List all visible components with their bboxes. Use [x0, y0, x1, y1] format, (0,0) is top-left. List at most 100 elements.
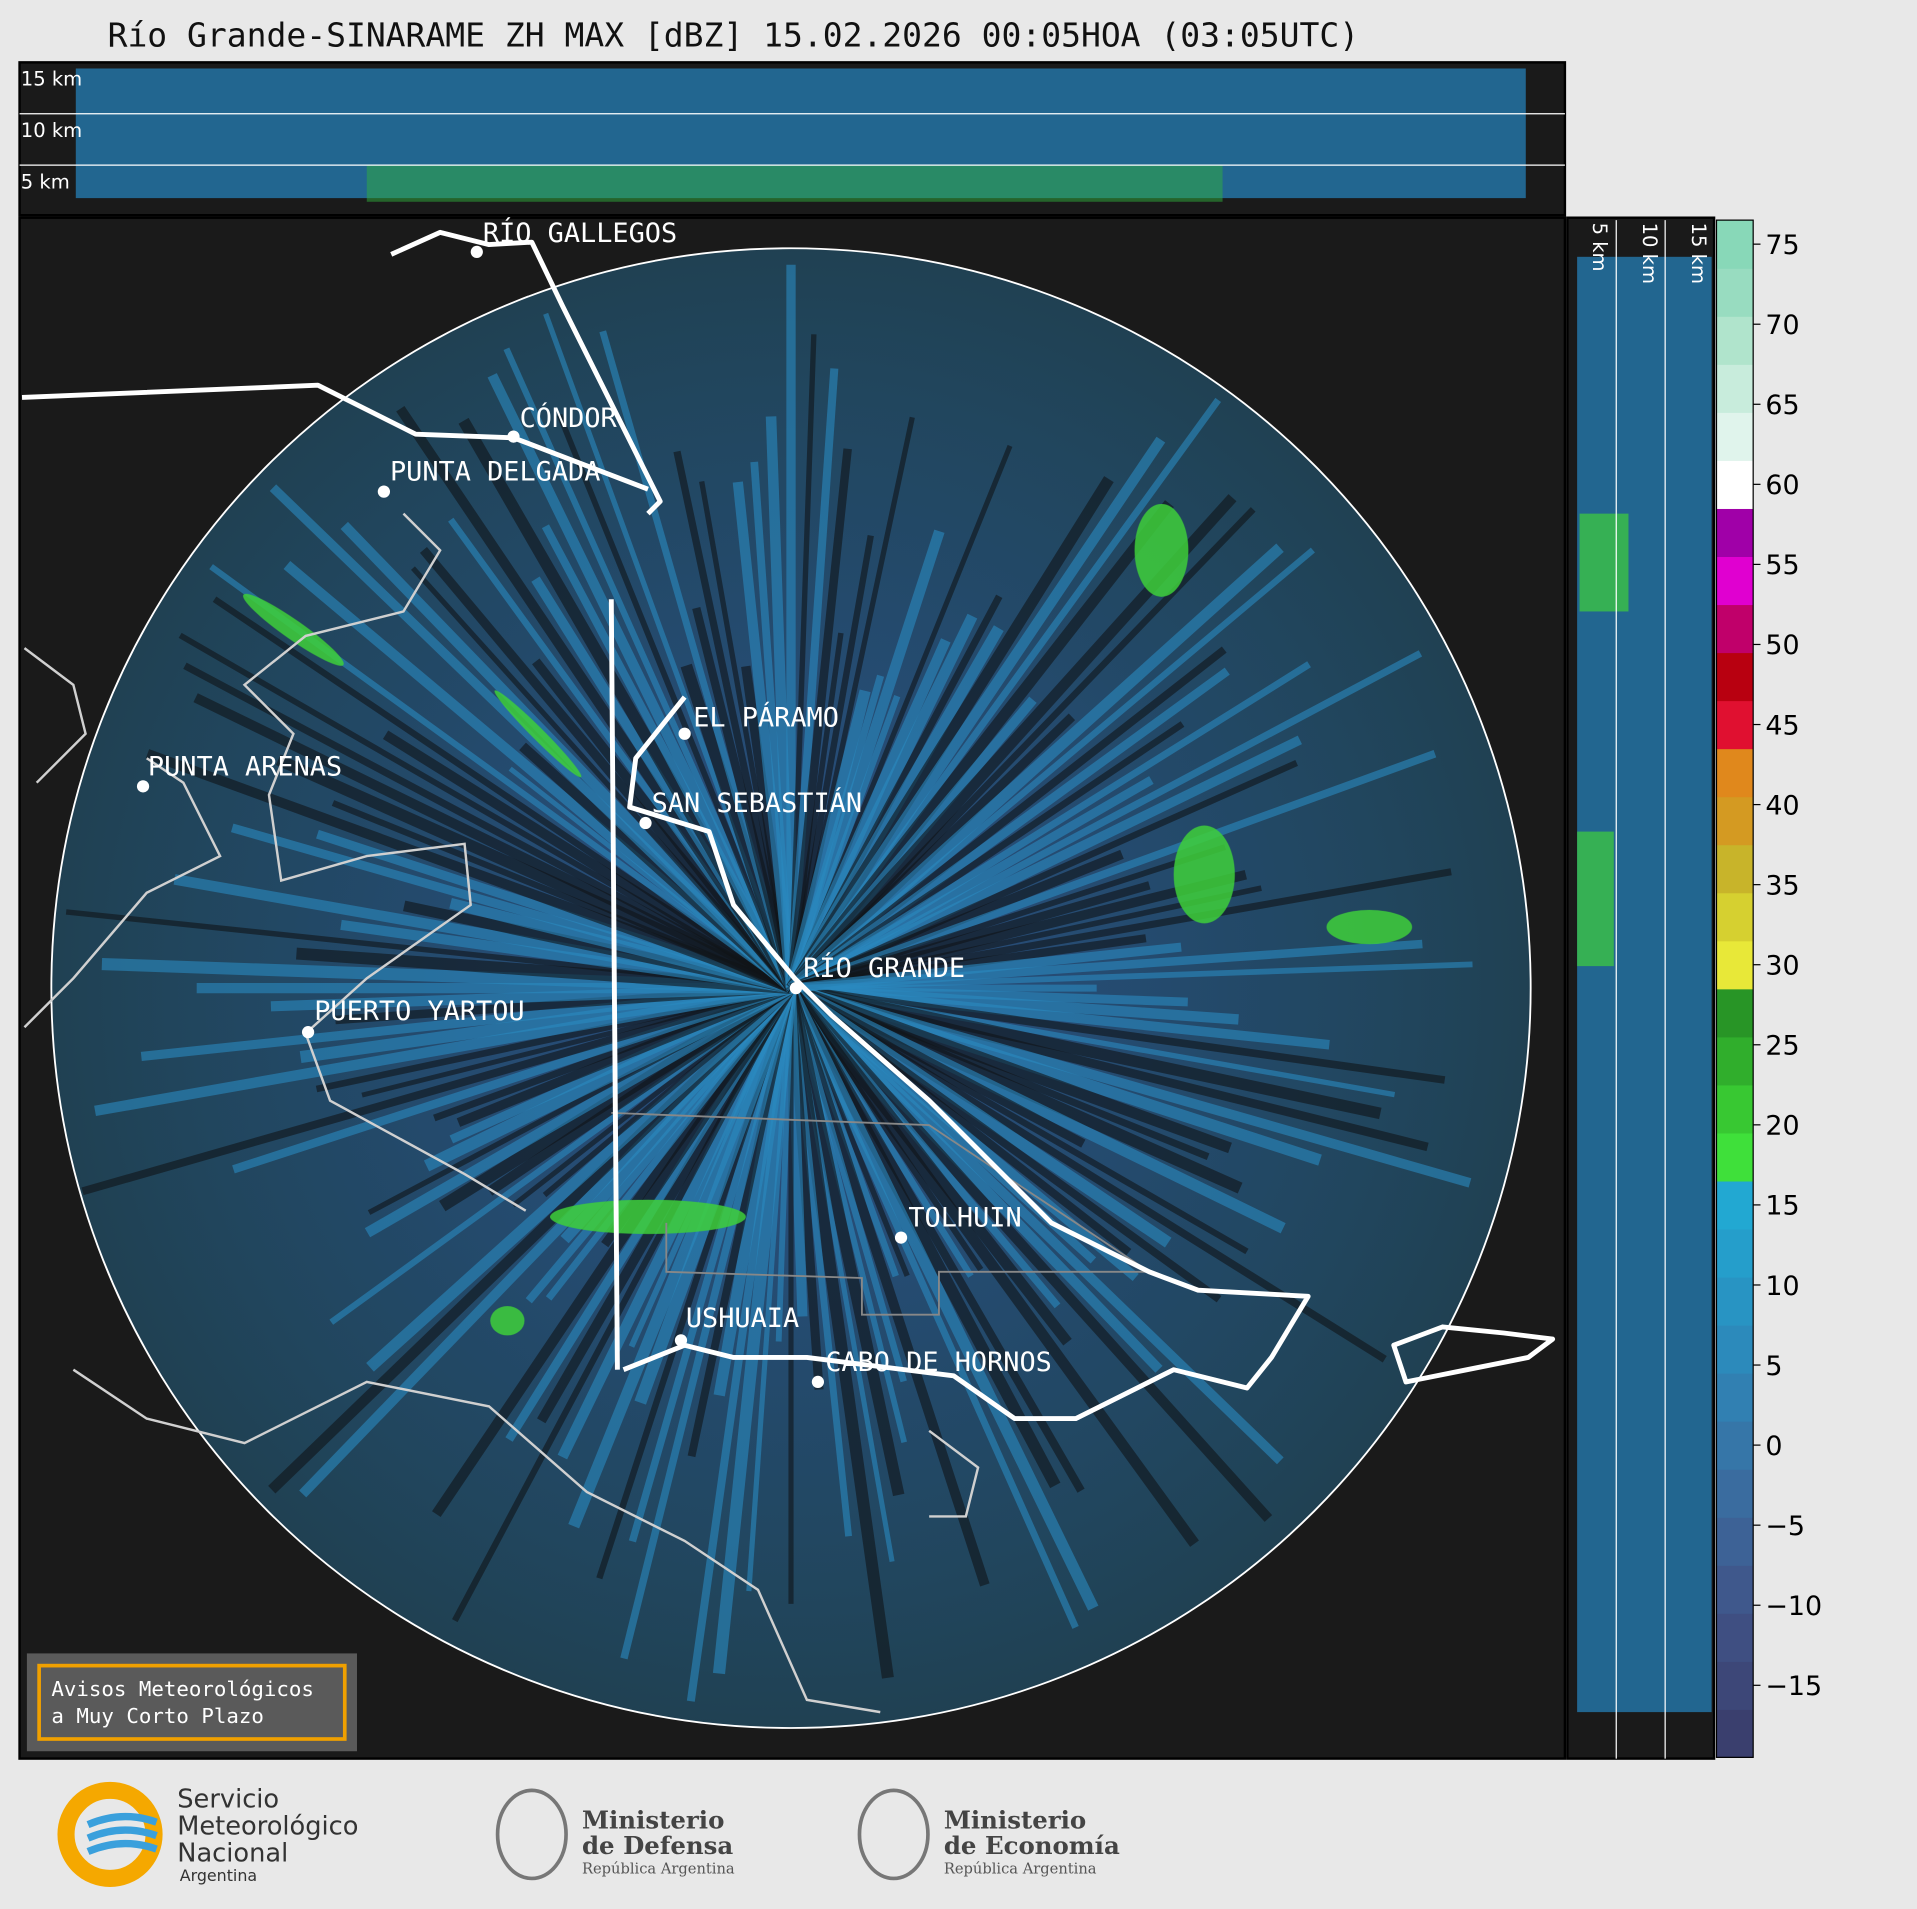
colorbar-band [1716, 412, 1754, 461]
echo-ray [785, 985, 1099, 1611]
echo-ray [788, 547, 1315, 991]
colorbar-band [1716, 988, 1754, 1038]
colorbar-band [1716, 1565, 1754, 1614]
colorbar-band [1716, 844, 1754, 894]
colorbar-band [1716, 1709, 1754, 1758]
place-label: PUERTO YARTOU [314, 996, 524, 1027]
colorbar-tick-label: −15 [1765, 1671, 1822, 1702]
place-label: RÍO GRANDE [803, 952, 965, 984]
colorbar-tick-label: 45 [1765, 710, 1799, 741]
colorbar-band [1716, 748, 1754, 798]
echo-ray [788, 735, 1302, 993]
echo-ray [212, 596, 793, 991]
colorbar-band [1716, 796, 1754, 846]
echo-ray [81, 984, 793, 1196]
colorbar-band [1716, 652, 1754, 702]
colorbar-band [1716, 460, 1754, 509]
colorbar-band [1716, 1132, 1754, 1182]
echo-ray [556, 413, 794, 990]
colorbar-tick-label: 20 [1765, 1111, 1799, 1142]
height-label: 15 km [21, 68, 82, 91]
colorbar-band [1716, 940, 1754, 990]
echo-ray [786, 436, 1166, 992]
place-label: PUNTA DELGADA [390, 457, 600, 488]
colorbar-band [1716, 1469, 1754, 1518]
place-label: CÓNDOR [520, 402, 618, 434]
echo-ray [790, 961, 1473, 992]
echo-ray [183, 662, 793, 992]
colorbar-band [1716, 1276, 1754, 1326]
logo-text: Ministerio [582, 1805, 724, 1834]
colorbar-tick-label: 0 [1765, 1431, 1782, 1462]
height-label: 15 km [1687, 223, 1710, 284]
echo-ray [787, 543, 1284, 993]
colorbar-tick-label: 15 [1765, 1191, 1799, 1222]
place-label: RÍO GALLEGOS [483, 217, 677, 249]
place-label: EL PÁRAMO [693, 701, 839, 733]
colorbar-tick-label: 75 [1765, 230, 1799, 261]
echo-ray [568, 985, 797, 1529]
colorbar-tick-label: 70 [1765, 310, 1799, 341]
colorbar-band [1716, 1180, 1754, 1230]
side-echo-core [1579, 513, 1629, 612]
echo-ray [790, 984, 1446, 1084]
colorbar-tick-label: 55 [1765, 550, 1799, 581]
colorbar-tick-label: 40 [1765, 790, 1799, 821]
logo-text: Meteorológico [177, 1811, 358, 1841]
colorbar-band [1716, 1421, 1754, 1470]
place-label: SAN SEBASTIÁN [652, 787, 862, 819]
green-cells [243, 503, 1413, 1336]
colorbar-band [1716, 556, 1754, 606]
colorbar-band [1716, 604, 1754, 654]
colorbar-band [1716, 268, 1754, 317]
title: Río Grande-SINARAME ZH MAX [dBZ] 15.02.2… [108, 15, 1359, 54]
echo-ray [366, 983, 795, 1372]
echo-ray [786, 448, 852, 989]
smn-logo-waves [86, 1812, 158, 1855]
logo-text: Argentina [180, 1866, 257, 1885]
colorbar-frame [1715, 219, 1754, 1758]
place-label: TOLHUIN [908, 1203, 1021, 1234]
place-label: CABO DE HORNOS [825, 1347, 1052, 1378]
echo-ray [786, 986, 990, 1587]
colorbar-tick-label: 60 [1765, 470, 1799, 501]
echo-ray [786, 984, 1199, 1547]
height-label: 10 km [21, 119, 82, 142]
colorbar-band [1716, 892, 1754, 942]
colorbar-band [1716, 1373, 1754, 1422]
echo-ray [193, 693, 794, 993]
colorbar-band [1716, 220, 1754, 269]
echo-ray [620, 987, 795, 1660]
colorbar-band [1716, 364, 1754, 413]
colorbar-tick-label: 5 [1765, 1351, 1782, 1382]
side-echo [1577, 256, 1712, 1713]
place-label: PUNTA ARENAS [148, 751, 342, 782]
colorbar-band [1716, 1036, 1754, 1086]
top-echo-core [366, 165, 1223, 202]
colorbar-band [1716, 1613, 1754, 1662]
logo-text: de Defensa [582, 1831, 733, 1860]
echo-ray [296, 947, 792, 995]
range-ring [50, 247, 1532, 1729]
colorbar-tick-label: 10 [1765, 1271, 1799, 1302]
coastlines [23, 512, 1150, 1714]
notice-text: Avisos Meteorológicos [51, 1677, 314, 1701]
echo-ray [785, 986, 905, 1497]
coat-of-arms [857, 1788, 930, 1881]
colorbar: −15 −10 −5 0 5 10 15 20 25 30 35 40 45 50 55 60 65 70 75 [1715, 219, 1822, 1758]
colorbar-band [1716, 1661, 1754, 1710]
echo-ray [145, 749, 793, 993]
echo-ray [787, 986, 1079, 1629]
coat-of-arms [495, 1788, 568, 1881]
place-label: USHUAIA [686, 1303, 799, 1334]
logo-text: República Argentina [582, 1861, 735, 1878]
colorbar-band [1716, 1228, 1754, 1278]
notice-border [37, 1663, 347, 1741]
notice-text: a Muy Corto Plazo [51, 1704, 264, 1728]
colorbar-band [1716, 316, 1754, 365]
logo-text: Nacional [177, 1838, 288, 1868]
echo-ray [712, 987, 798, 1675]
height-label: 5 km [21, 170, 70, 193]
